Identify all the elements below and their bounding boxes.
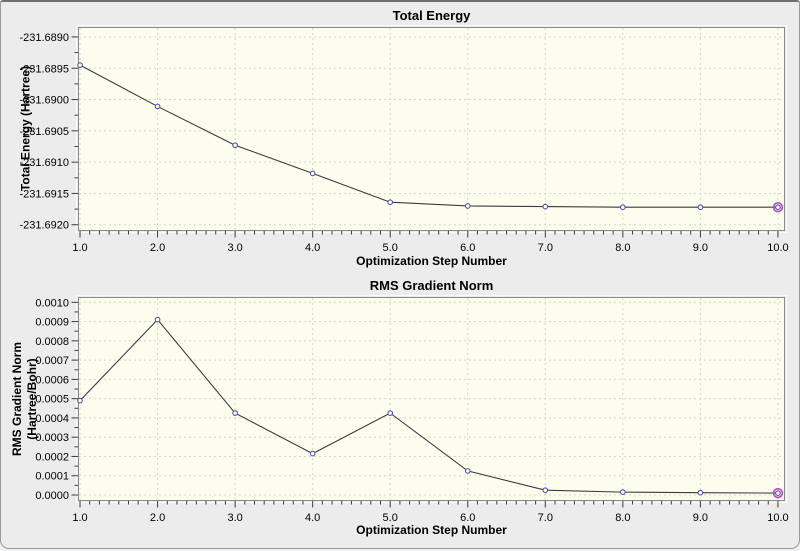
- data-point[interactable]: [232, 410, 238, 416]
- x-tick-label: 5.0: [383, 242, 398, 254]
- data-point[interactable]: [619, 204, 626, 211]
- x-tick-label: 8.0: [615, 512, 630, 524]
- x-tick-label: 6.0: [460, 242, 475, 254]
- x-tick-label: 9.0: [693, 512, 708, 524]
- data-series-line: [79, 318, 778, 494]
- x-tick-label: 2.0: [150, 512, 165, 524]
- x-tick-label: 10.0: [767, 242, 788, 254]
- data-point[interactable]: [775, 490, 781, 496]
- y-tick-label: 0.0004: [35, 413, 69, 425]
- data-point[interactable]: [464, 203, 471, 209]
- y-tick-label: 0.0000: [35, 490, 69, 502]
- y-tick-label: 0.0009: [35, 317, 69, 329]
- y-tick-label: 0.0005: [35, 394, 69, 406]
- x-tick-label: 1.0: [72, 242, 87, 254]
- data-point[interactable]: [154, 316, 161, 323]
- data-point[interactable]: [542, 203, 549, 210]
- x-tick-label: 1.0: [72, 512, 87, 524]
- data-point[interactable]: [775, 204, 781, 211]
- x-tick-label: 6.0: [460, 512, 475, 524]
- x-tick-label: 2.0: [150, 242, 165, 254]
- y-tick-label: 0.0003: [35, 432, 69, 444]
- plot-canvas[interactable]: 1.0 2.0 3.0 4.0 5.0 6.0 7.0 8.0 9.0 10.0 0.0010 0.0…: [1, 274, 799, 547]
- x-tick-label: 9.0: [693, 242, 708, 254]
- chart-title: RMS Gradient Norm: [369, 278, 494, 293]
- plot-area: [78, 27, 785, 231]
- y-tick-label: -231.6890: [19, 32, 69, 44]
- current-step-highlight: [772, 487, 784, 499]
- y-tick-label: 0.0008: [35, 336, 69, 348]
- x-axis-title: Optimization Step Number: [356, 254, 507, 268]
- data-point[interactable]: [309, 170, 316, 177]
- x-tick-label: 7.0: [538, 242, 553, 254]
- x-tick-label: 4.0: [305, 512, 320, 524]
- data-point[interactable]: [697, 204, 704, 211]
- x-tick-label: 3.0: [227, 512, 242, 524]
- y-tick-label: 0.0010: [35, 297, 69, 309]
- data-point[interactable]: [232, 142, 238, 149]
- data-series-line: [79, 64, 778, 208]
- data-point[interactable]: [387, 199, 394, 206]
- y-tick-label: 0.0001: [35, 471, 69, 483]
- y-tick-label: 0.0007: [35, 355, 69, 367]
- x-tick-label: 4.0: [305, 242, 320, 254]
- rms-gradient-chart: RMS Gradient Norm RMS Gradient Norm (Har…: [1, 274, 799, 547]
- data-point[interactable]: [309, 450, 316, 457]
- total-energy-chart: Total Energy Total Energy (Hartree) 1.0 2…: [1, 4, 799, 272]
- y-tick-label: 0.0002: [35, 451, 69, 463]
- data-point[interactable]: [154, 103, 161, 110]
- chart-title: Total Energy: [392, 8, 471, 23]
- y-tick-label: -231.6915: [19, 188, 69, 200]
- y-tick-label: -231.6900: [19, 95, 69, 107]
- data-point[interactable]: [77, 62, 83, 68]
- data-point[interactable]: [697, 489, 704, 496]
- x-axis-title: Optimization Step Number: [356, 523, 507, 537]
- data-point[interactable]: [464, 468, 471, 474]
- data-point[interactable]: [387, 410, 394, 416]
- y-tick-label: -231.6920: [19, 220, 69, 232]
- x-tick-label: 3.0: [227, 242, 242, 254]
- x-tick-label: 5.0: [383, 512, 398, 524]
- y-tick-label: -231.6895: [19, 63, 69, 75]
- x-tick-label: 10.0: [767, 512, 788, 524]
- y-tick-label: 0.0006: [35, 374, 69, 386]
- x-tick-label: 7.0: [538, 512, 553, 524]
- y-tick-label: -231.6905: [19, 126, 69, 138]
- current-step-highlight: [772, 201, 784, 213]
- plot-canvas[interactable]: 1.0 2.0 3.0 4.0 5.0 6.0 7.0 8.0 9.0 10.0 -231.6890…: [1, 4, 799, 272]
- data-point[interactable]: [77, 397, 83, 404]
- y-tick-label: -231.6910: [19, 157, 69, 169]
- data-point[interactable]: [542, 487, 549, 494]
- x-tick-label: 8.0: [615, 242, 630, 254]
- data-point[interactable]: [619, 489, 626, 495]
